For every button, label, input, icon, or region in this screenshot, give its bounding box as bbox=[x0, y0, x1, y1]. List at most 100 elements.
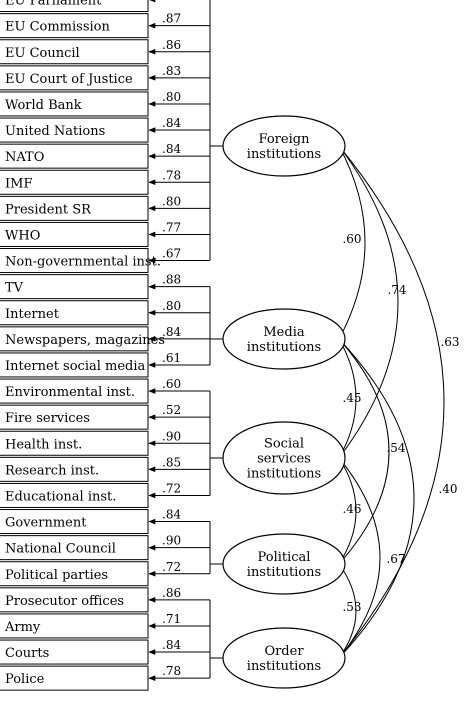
loading-value: .87 bbox=[162, 12, 181, 26]
loading-value: .80 bbox=[162, 299, 181, 313]
correlation-value: .45 bbox=[342, 391, 361, 405]
indicator-label: Newspapers, magazines bbox=[5, 333, 165, 348]
correlation-arc bbox=[338, 457, 357, 565]
indicator-box bbox=[0, 65, 149, 91]
indicator-label: United Nations bbox=[5, 124, 105, 139]
factor-label: Foreign bbox=[259, 132, 311, 147]
factor-label: institutions bbox=[247, 467, 321, 482]
indicator-box bbox=[0, 404, 149, 430]
factor-label: Order bbox=[264, 644, 304, 659]
loading-value: .67 bbox=[162, 247, 181, 261]
factor-label: institutions bbox=[247, 147, 321, 162]
loading-value: .84 bbox=[162, 638, 181, 652]
factor-label: institutions bbox=[247, 340, 321, 355]
factor-label: Political bbox=[258, 550, 311, 565]
correlation-arc bbox=[338, 145, 366, 340]
indicator-box bbox=[0, 587, 149, 613]
loading-value: .83 bbox=[162, 64, 181, 78]
indicator-label: Police bbox=[5, 672, 45, 687]
indicator-box bbox=[0, 300, 149, 326]
indicator-label: Internet social media bbox=[5, 359, 146, 374]
indicator-box bbox=[0, 143, 149, 169]
loading-value: .88 bbox=[162, 273, 181, 287]
correlation-value: .40 bbox=[438, 482, 457, 496]
loading-value: .72 bbox=[162, 481, 181, 495]
loading-value: .84 bbox=[162, 508, 181, 522]
indicator-label: EU Council bbox=[5, 46, 80, 61]
indicator-label: Internet bbox=[5, 307, 60, 322]
correlation-arc bbox=[338, 563, 357, 659]
loading-value: .80 bbox=[162, 90, 181, 104]
indicator-label: National Council bbox=[5, 542, 116, 557]
indicator-box bbox=[0, 509, 149, 535]
loading-value: .84 bbox=[162, 325, 181, 339]
indicator-label: President SR bbox=[5, 202, 92, 217]
indicator-box bbox=[0, 274, 149, 300]
loading-value: .86 bbox=[162, 38, 181, 52]
correlation-arc bbox=[338, 145, 445, 659]
factor-label: institutions bbox=[247, 659, 321, 674]
loading-value: .85 bbox=[162, 455, 181, 469]
indicator-label: Research inst. bbox=[5, 463, 99, 478]
indicator-box bbox=[0, 221, 149, 247]
correlation-value: .53 bbox=[342, 600, 361, 614]
factor-label: Social bbox=[264, 437, 304, 452]
factor-ellipses: ForeigninstitutionsMediainstitutionsSoci… bbox=[222, 115, 346, 689]
indicator-box bbox=[0, 482, 149, 508]
loading-value: .71 bbox=[162, 612, 181, 626]
factor-label: institutions bbox=[247, 565, 321, 580]
indicator-box bbox=[0, 430, 149, 456]
loading-value: .84 bbox=[162, 116, 181, 130]
loading-value: .86 bbox=[162, 586, 181, 600]
indicator-box bbox=[0, 117, 149, 143]
indicator-label: EU Parliament bbox=[5, 0, 102, 9]
indicator-box bbox=[0, 39, 149, 65]
loading-value: .78 bbox=[162, 168, 181, 182]
indicator-label: Environmental inst. bbox=[5, 385, 135, 400]
indicator-label: Courts bbox=[5, 646, 49, 661]
loading-value: .52 bbox=[162, 403, 181, 417]
indicator-box bbox=[0, 169, 149, 195]
indicator-label: Non-governmental inst. bbox=[5, 255, 161, 270]
correlation-arc bbox=[338, 457, 381, 659]
indicator-label: WHO bbox=[5, 228, 40, 243]
correlation-value: .54 bbox=[386, 441, 405, 455]
indicator-label: IMF bbox=[5, 176, 32, 191]
indicator-box bbox=[0, 665, 149, 691]
correlation-arc bbox=[338, 338, 415, 659]
indicator-box bbox=[0, 352, 149, 378]
correlation-value: .67 bbox=[386, 552, 405, 566]
factor-ellipse bbox=[222, 627, 346, 689]
factor-ellipse bbox=[222, 533, 346, 595]
correlation-arc bbox=[338, 145, 399, 459]
indicator-box bbox=[0, 639, 149, 665]
indicator-label: Prosecutor offices bbox=[5, 594, 124, 609]
factor-label: Media bbox=[263, 325, 304, 340]
indicator-box bbox=[0, 613, 149, 639]
correlation-value: .63 bbox=[440, 335, 459, 349]
indicator-label: NATO bbox=[5, 150, 44, 165]
loading-value: .90 bbox=[162, 534, 181, 548]
indicator-label: Government bbox=[5, 516, 87, 531]
factor-ellipse bbox=[222, 308, 346, 370]
indicator-box bbox=[0, 13, 149, 39]
indicator-box bbox=[0, 91, 149, 117]
loading-value: .72 bbox=[162, 560, 181, 574]
factor-label: services bbox=[257, 452, 311, 467]
indicator-label: Fire services bbox=[5, 411, 90, 426]
indicator-box bbox=[0, 535, 149, 561]
loading-value: .78 bbox=[162, 664, 181, 678]
loading-value: .84 bbox=[162, 142, 181, 156]
indicator-label: TV bbox=[5, 281, 24, 296]
indicator-box bbox=[0, 248, 149, 274]
loading-paths: .85 .87 .86 .83 .80 .84 .84 .78 .80 .77 .67 .88 .80.… bbox=[148, 0, 223, 681]
correlation-arc bbox=[338, 338, 390, 565]
correlation-value: .60 bbox=[342, 232, 361, 246]
indicator-box bbox=[0, 561, 149, 587]
loading-value: .77 bbox=[162, 220, 181, 234]
indicator-label: World Bank bbox=[5, 98, 82, 113]
correlation-value: .74 bbox=[387, 283, 406, 297]
loading-value: .80 bbox=[162, 194, 181, 208]
indicator-box bbox=[0, 378, 149, 404]
